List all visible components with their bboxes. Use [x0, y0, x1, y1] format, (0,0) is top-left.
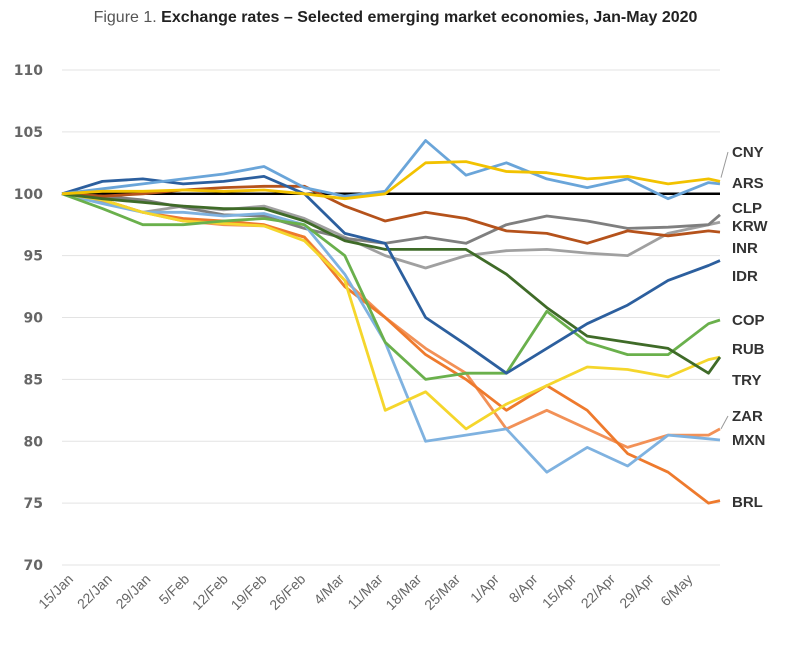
series-line-brl	[61, 192, 721, 505]
label-leader-zar	[720, 415, 729, 430]
series-line-rub	[61, 192, 722, 375]
grid-lines	[62, 69, 720, 566]
series-line-idr	[61, 175, 721, 375]
y-axis: 70 75 80 85 90 95 100 105 110	[14, 63, 43, 574]
y-tick-label: 80	[24, 434, 44, 450]
x-tick-label: 19/Feb	[228, 571, 270, 613]
y-tick-label: 75	[24, 496, 43, 512]
x-tick-label: 8/Apr	[506, 571, 541, 606]
series-label-inr: INR	[732, 240, 758, 257]
y-tick-label: 95	[24, 249, 43, 265]
x-tick-label: 25/Mar	[421, 571, 463, 613]
series-label-rub: RUB	[732, 341, 765, 358]
figure-number: Figure 1.	[93, 9, 157, 26]
y-tick-label: 100	[14, 187, 43, 203]
series-label-zar: ZAR	[732, 408, 763, 425]
x-tick-label: 22/Jan	[74, 571, 115, 612]
chart-title: Figure 1. Exchange rates – Selected emer…	[0, 9, 791, 27]
x-tick-label: 11/Mar	[344, 571, 386, 613]
series-line-mxn	[61, 192, 721, 474]
series-label-mxn: MXN	[732, 432, 765, 449]
figure-title: Exchange rates – Selected emerging marke…	[161, 9, 698, 26]
x-tick-label: 29/Apr	[616, 571, 657, 612]
x-tick-label: 1/Apr	[467, 571, 502, 606]
y-tick-label: 110	[14, 63, 43, 79]
series-label-clp: CLP	[732, 200, 762, 217]
x-tick-label: 22/Apr	[578, 571, 619, 612]
series-label-try: TRY	[732, 372, 761, 389]
series-label-idr: IDR	[732, 268, 758, 285]
x-tick-label: 18/Mar	[382, 571, 424, 613]
label-leader-cny	[720, 151, 729, 178]
series-label-krw: KRW	[732, 218, 768, 235]
y-tick-label: 90	[24, 311, 44, 327]
x-tick-label: 29/Jan	[112, 571, 153, 612]
y-tick-label: 105	[14, 125, 43, 141]
series-label-cop: COP	[732, 312, 765, 329]
series-label-ars: ARS	[732, 175, 764, 192]
series-line-cop	[61, 192, 721, 381]
x-tick-label: 4/Mar	[310, 571, 347, 608]
series-line-cny	[61, 160, 721, 201]
x-tick-label: 26/Feb	[266, 571, 308, 613]
x-tick-label: 6/May	[657, 571, 695, 609]
series-line-ars	[61, 139, 721, 201]
x-tick-label: 12/Feb	[189, 571, 231, 613]
series-label-cny: CNY	[732, 144, 764, 161]
series-lines	[61, 139, 722, 505]
y-tick-label: 85	[24, 372, 43, 388]
series-line-try	[61, 192, 721, 431]
y-tick-label: 70	[24, 558, 44, 574]
x-tick-label: 5/Feb	[156, 571, 193, 608]
series-label-brl: BRL	[732, 494, 763, 511]
x-tick-label: 15/Jan	[35, 571, 76, 612]
x-tick-label: 15/Apr	[539, 571, 580, 612]
